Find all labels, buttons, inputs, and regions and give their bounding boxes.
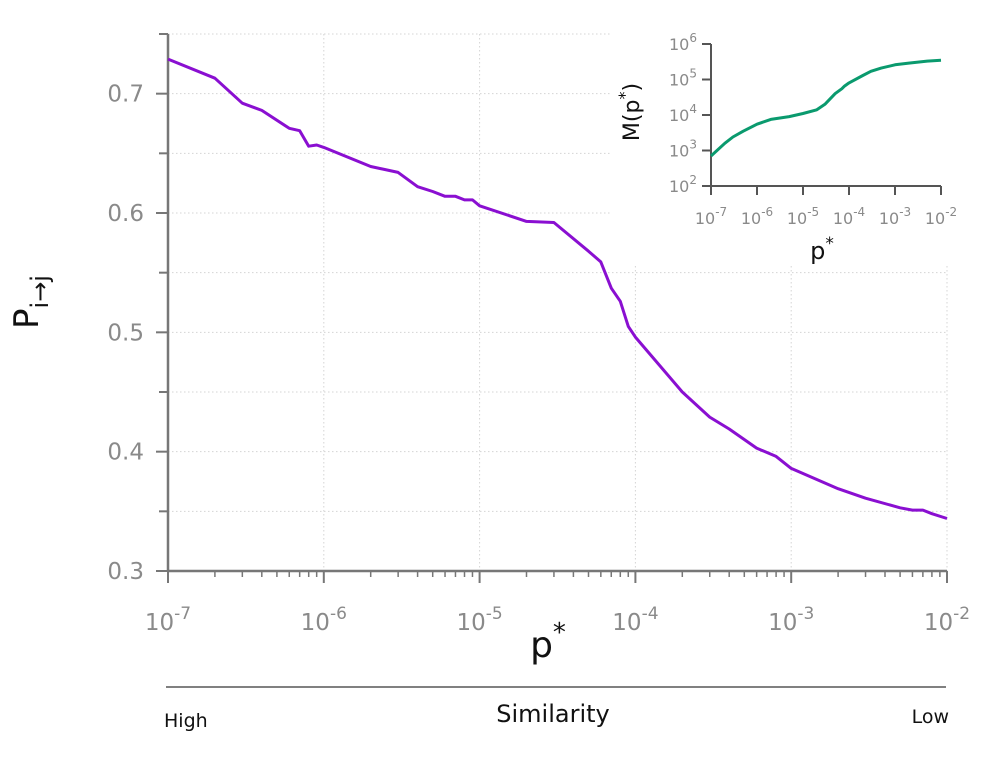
main-x-axis-label-base: p — [530, 625, 553, 666]
main-y-tick-label: 0.6 — [107, 201, 144, 227]
main-x-tick-label-base: 10 — [456, 610, 485, 636]
main-x-tick-label-exp: -4 — [642, 604, 659, 624]
main-x-tick-label-exp: -2 — [953, 604, 970, 624]
inset-y-tick-label: 102 — [669, 173, 697, 196]
main-x-axis-label: p* — [530, 618, 566, 666]
inset-y-tick-label: 103 — [669, 138, 697, 161]
inset-x-tick-label: 10-7 — [695, 205, 727, 228]
inset-x-tick-label: 10-2 — [925, 205, 957, 228]
inset-series-line — [709, 58, 942, 158]
inset-x-tick-label: 10-6 — [741, 205, 773, 228]
inset-x-tick-label-exp: -2 — [945, 205, 957, 219]
main-x-axis-label-sup: * — [553, 618, 566, 648]
main-series — [167, 57, 948, 520]
inset-series — [709, 58, 942, 158]
main-axes — [166, 34, 947, 573]
inset-x-tick-label-exp: -6 — [761, 205, 773, 219]
inset-x-tick-label-base: 10 — [925, 209, 945, 228]
inset-y-tick-label-exp: 4 — [689, 102, 697, 116]
inset-y-tick-label-exp: 6 — [689, 31, 697, 45]
inset-x-tick-label-exp: -3 — [899, 205, 911, 219]
similarity-scale: Similarity High Low — [164, 686, 949, 732]
similarity-high-label: High — [164, 710, 208, 732]
inset-y-tick-label-base: 10 — [669, 142, 689, 161]
inset-x-axis-label: p* — [810, 234, 834, 265]
inset-x-tick-label-exp: -7 — [715, 205, 727, 219]
main-x-tick-label: 10-5 — [456, 604, 502, 636]
inset-y-tick-label-base: 10 — [669, 106, 689, 125]
inset-y-tick-label-base: 10 — [669, 177, 689, 196]
inset-y-tick-label-exp: 3 — [689, 138, 697, 152]
main-x-tick-label-base: 10 — [768, 610, 797, 636]
similarity-low-label: Low — [912, 706, 949, 728]
main-y-tick-label: 0.7 — [107, 82, 144, 108]
inset-y-axis-label-sup: * — [615, 92, 634, 100]
main-x-tick-label: 10-7 — [145, 604, 191, 636]
inset-x-tick-label-exp: -5 — [807, 205, 819, 219]
inset-x-tick-label-base: 10 — [833, 209, 853, 228]
main-x-tick-label: 10-2 — [924, 604, 970, 636]
inset-y-tick-label-exp: 5 — [689, 67, 697, 81]
inset-y-tick-label: 106 — [669, 31, 697, 54]
inset-x-tick-label-base: 10 — [879, 209, 899, 228]
main-x-tick-label-base: 10 — [301, 610, 330, 636]
main-y-tick-label: 0.5 — [107, 320, 144, 346]
similarity-label: Similarity — [496, 700, 609, 728]
main-x-tick-label-base: 10 — [145, 610, 174, 636]
main-y-axis-label-base: P — [7, 308, 47, 329]
inset-background — [612, 18, 988, 266]
main-x-tick-label: 10-4 — [612, 604, 658, 636]
inset-y-tick-label: 105 — [669, 67, 697, 90]
inset-x-tick-label: 10-3 — [879, 205, 911, 228]
inset-y-axis-label: M(p*) — [615, 83, 645, 141]
main-x-tick-label-exp: -7 — [174, 604, 191, 624]
main-series-line — [167, 57, 948, 520]
inset-x-axis-label-base: p — [810, 237, 825, 265]
inset-y-axis-label-base: M(p — [620, 100, 645, 142]
main-x-tick-label-base: 10 — [924, 610, 953, 636]
main-x-tick-label-exp: -6 — [330, 604, 347, 624]
inset-x-tick-label: 10-4 — [833, 205, 865, 228]
main-x-tick-label: 10-6 — [301, 604, 347, 636]
main-y-tick-label: 0.4 — [107, 440, 144, 466]
inset-y-tick-label-exp: 2 — [689, 173, 697, 187]
main-x-tick-label-exp: -3 — [797, 604, 814, 624]
main-y-tick-label: 0.3 — [107, 559, 144, 585]
inset-x-tick-label-exp: -4 — [853, 205, 865, 219]
main-ticks: 0.30.40.50.60.710-7 10-6 10-5 10-4 10-3 10-2 — [107, 33, 970, 636]
inset-x-tick-label-base: 10 — [787, 209, 807, 228]
inset-x-tick-label: 10-5 — [787, 205, 819, 228]
main-y-axis-label: Pi→j — [7, 275, 54, 329]
inset-x-tick-label-base: 10 — [695, 209, 715, 228]
inset-x-tick-label-base: 10 — [741, 209, 761, 228]
inset-y-axis-label-tail: ) — [620, 83, 645, 92]
inset-y-tick-label: 104 — [669, 102, 697, 125]
main-x-tick-label-base: 10 — [612, 610, 641, 636]
inset-x-axis-label-sup: * — [825, 234, 834, 254]
main-y-axis-label-sub: i→j — [26, 275, 54, 308]
inset-y-tick-label-base: 10 — [669, 71, 689, 90]
inset-y-tick-label-base: 10 — [669, 35, 689, 54]
main-x-tick-label: 10-3 — [768, 604, 814, 636]
main-x-tick-label-exp: -5 — [486, 604, 503, 624]
